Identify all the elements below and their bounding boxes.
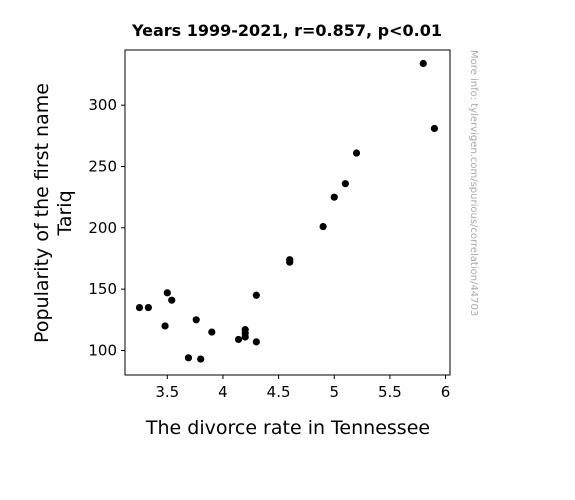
- data-point: [252, 291, 260, 299]
- data-point: [163, 289, 171, 297]
- data-point: [286, 258, 294, 266]
- x-tick-label: 4: [218, 383, 228, 401]
- data-points: [135, 59, 439, 363]
- data-point: [330, 193, 338, 201]
- y-axis-label: Popularity of the first name: [31, 83, 53, 343]
- y-axis-label-line-2: Tariq: [54, 190, 76, 236]
- y-tick-label: 250: [88, 158, 117, 176]
- y-tick-label: 300: [88, 96, 117, 114]
- data-point: [135, 303, 144, 312]
- data-point: [144, 303, 152, 312]
- data-point: [341, 180, 349, 188]
- data-point: [234, 335, 243, 344]
- y-tick-label: 100: [88, 341, 117, 359]
- x-tick-label: 6: [441, 383, 451, 401]
- y-axis: 100 150 200 250 300: [88, 96, 125, 359]
- y-tick-label: 200: [88, 219, 117, 237]
- x-tick-label: 3.5: [155, 383, 179, 401]
- data-point: [352, 149, 361, 157]
- plot-area: [125, 50, 450, 375]
- x-axis: 3.5 4 4.5 5 5.5 6: [155, 375, 450, 401]
- chart-title: Years 1999-2021, r=0.857, p<0.01: [131, 21, 442, 40]
- data-point: [208, 328, 216, 336]
- x-tick-label: 4.5: [267, 383, 291, 401]
- x-tick-label: 5.5: [378, 383, 402, 401]
- data-point: [197, 355, 205, 363]
- data-point: [168, 296, 176, 304]
- data-point: [184, 354, 193, 362]
- data-point: [241, 333, 249, 341]
- plot-frame: [124, 49, 451, 376]
- data-point: [161, 322, 169, 330]
- data-point: [252, 338, 260, 346]
- data-point: [430, 124, 439, 133]
- data-point: [319, 223, 327, 231]
- source-watermark: More info: tylervigen.com/spurious/corre…: [468, 50, 479, 316]
- x-tick-label: 5: [329, 383, 339, 401]
- data-point: [192, 316, 200, 324]
- x-axis-label: The divorce rate in Tennessee: [145, 417, 430, 439]
- y-tick-label: 150: [88, 280, 117, 298]
- data-point: [419, 59, 427, 68]
